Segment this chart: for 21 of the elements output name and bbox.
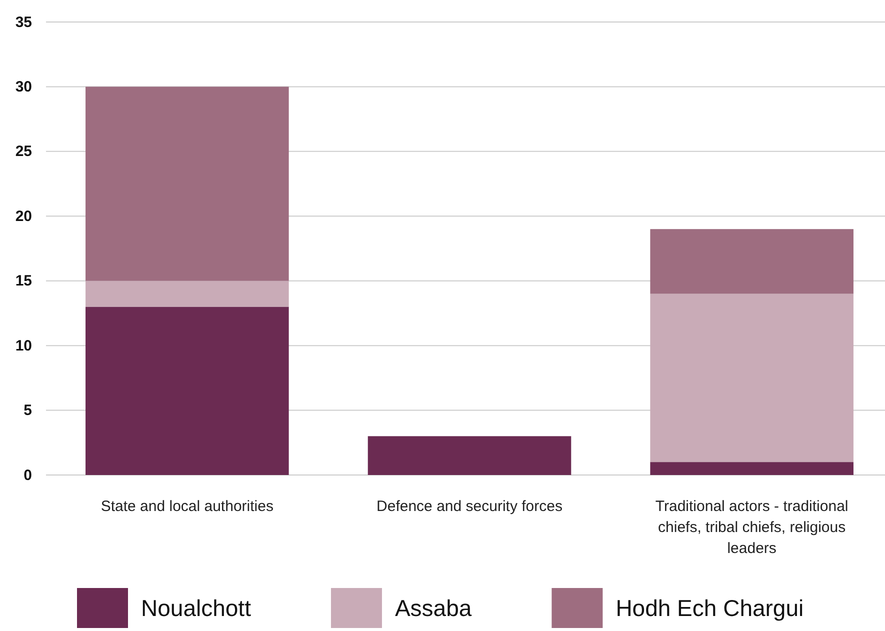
y-tick-label: 15 [15, 272, 32, 290]
legend-label: Hodh Ech Chargui [616, 595, 804, 621]
y-tick-label: 35 [15, 14, 32, 31]
bar [86, 306, 289, 475]
legend-label: Assaba [394, 595, 472, 621]
bar [650, 229, 854, 294]
bar [650, 294, 854, 462]
y-tick-label: 0 [24, 466, 32, 484]
bar [368, 436, 572, 475]
x-tick-label: Traditional actors - traditional chiefs, tribal chiefs, religious leaders [655, 498, 848, 557]
y-tick-label: 20 [15, 208, 32, 225]
y-tick-label: 30 [15, 78, 32, 96]
x-tick-label: State and local authorities [100, 498, 274, 515]
bar [86, 280, 289, 307]
y-tick-label: 5 [24, 402, 32, 420]
y-tick-label: 10 [15, 337, 32, 354]
bar [86, 86, 289, 281]
bar [650, 462, 854, 475]
y-tick-label: 25 [15, 143, 32, 160]
legend-label: Noualchott [141, 595, 252, 621]
x-tick-label: Defence and security forces [376, 498, 562, 515]
